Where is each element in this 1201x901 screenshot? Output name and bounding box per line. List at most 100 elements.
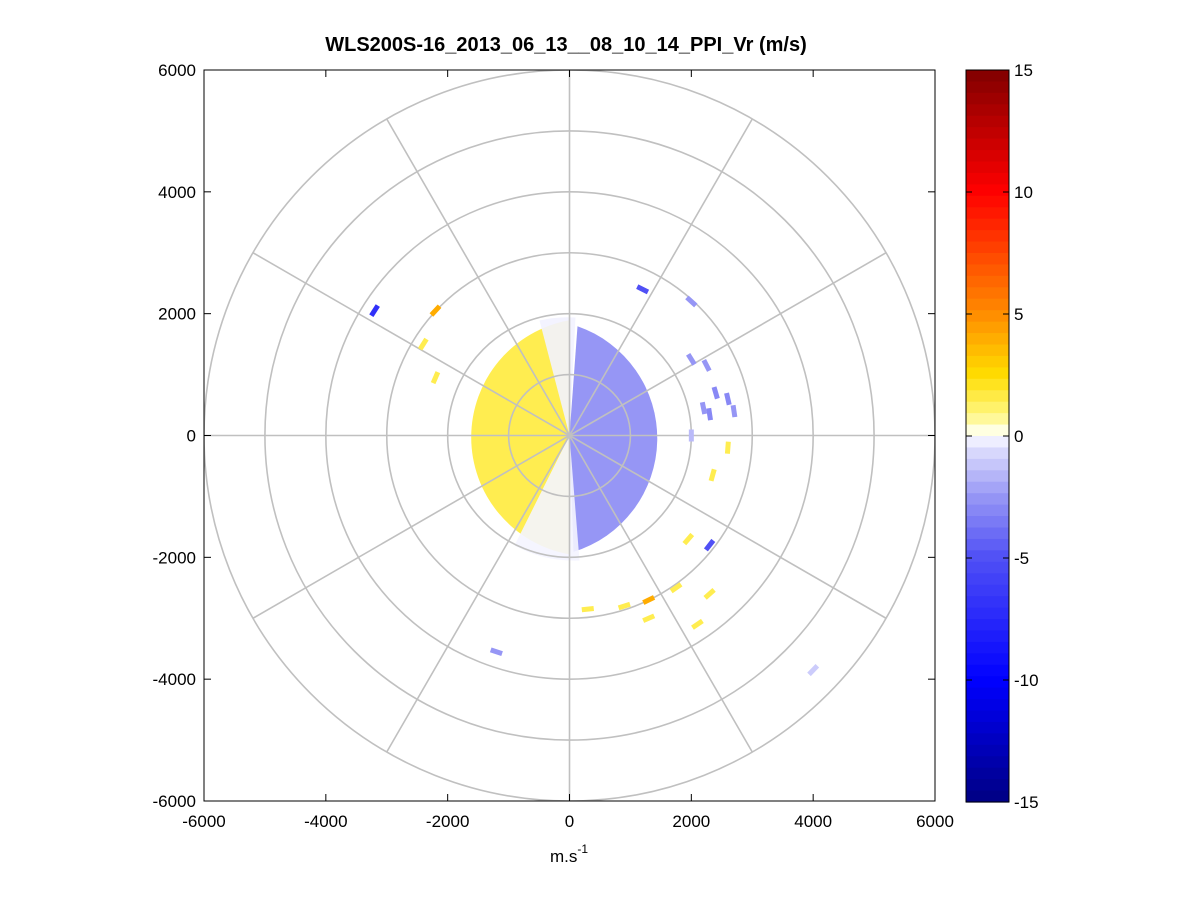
polar-grid-spoke: [252, 252, 570, 437]
y-tick-label: 4000: [158, 183, 196, 202]
colorbar-axis: 15 10 5 0 -5 -10 -15: [966, 61, 1039, 812]
colorbar-swatch: [966, 172, 1009, 185]
colorbar-swatch: [966, 195, 1009, 208]
colorbar-swatch: [966, 550, 1009, 563]
colorbar-swatch: [966, 481, 1009, 494]
polar-grid-spoke: [568, 118, 753, 436]
polar-grid: [204, 70, 935, 801]
polar-grid-spoke: [569, 434, 887, 619]
return-segment: [703, 588, 716, 600]
return-segment: [807, 663, 820, 677]
polar-grid-spoke: [386, 118, 571, 436]
colorbar-swatch: [966, 504, 1009, 517]
colorbar-swatch: [966, 561, 1009, 574]
colorbar-swatch: [966, 424, 1009, 437]
colorbar-swatch: [966, 298, 1009, 311]
colorbar-swatch: [966, 653, 1009, 666]
polar-grid-spoke: [386, 435, 571, 753]
return-segment: [686, 352, 697, 366]
return-segment: [642, 613, 656, 623]
x-tick-label: 0: [565, 812, 574, 831]
colorbar-tick-label: -5: [1014, 549, 1029, 568]
colorbar-swatch: [966, 184, 1009, 197]
colorbar-swatch: [966, 287, 1009, 300]
colorbar-swatch: [966, 664, 1009, 677]
colorbar-swatch: [966, 699, 1009, 712]
colorbar-swatch: [966, 70, 1009, 83]
colorbar-swatch: [966, 596, 1009, 609]
return-segment: [688, 429, 694, 442]
colorbar-swatch: [966, 790, 1009, 803]
colorbar-swatch: [966, 138, 1009, 151]
x-axis-label: m.s-1: [550, 842, 588, 866]
colorbar-swatch: [966, 687, 1009, 700]
colorbar-swatch: [966, 390, 1009, 403]
return-segment: [669, 582, 683, 594]
colorbar-swatch: [966, 493, 1009, 506]
return-segment: [636, 284, 650, 295]
x-axis: -6000 -4000 -2000 0 2000 4000 6000: [182, 70, 954, 831]
colorbar-swatch: [966, 275, 1009, 288]
return-segment: [417, 337, 429, 351]
colorbar-swatch: [966, 333, 1009, 346]
y-tick-label: 6000: [158, 61, 196, 80]
return-segment: [699, 401, 708, 415]
colorbar-swatch: [966, 378, 1009, 391]
colorbar-swatch: [966, 470, 1009, 483]
colorbar-swatch: [966, 641, 1009, 654]
return-segment: [429, 304, 442, 317]
colorbar-tick-label: 15: [1014, 61, 1033, 80]
return-segment: [489, 647, 503, 657]
colorbar-swatch: [966, 253, 1009, 266]
colorbar-swatch: [966, 218, 1009, 231]
x-tick-label: -4000: [304, 812, 347, 831]
colorbar-tick-label: -10: [1014, 671, 1039, 690]
colorbar-swatch: [966, 733, 1009, 746]
y-axis: 6000 4000 2000 0 -2000 -4000 -6000: [153, 61, 935, 811]
x-tick-label: -6000: [182, 812, 225, 831]
colorbar-swatch: [966, 458, 1009, 471]
polar-grid-spoke: [252, 434, 570, 619]
colorbar-swatch: [966, 607, 1009, 620]
colorbar-swatch: [966, 104, 1009, 117]
return-segment: [369, 304, 380, 318]
colorbar-swatch: [966, 538, 1009, 551]
colorbar-swatch: [966, 676, 1009, 689]
return-segment: [730, 404, 738, 418]
return-segment: [642, 595, 656, 605]
x-axis-label-base: m.s: [550, 847, 577, 866]
colorbar-swatch: [966, 436, 1009, 449]
colorbar-swatch: [966, 344, 1009, 357]
return-segment: [617, 601, 631, 611]
colorbar-swatch: [966, 779, 1009, 792]
y-tick-label: -2000: [153, 548, 196, 567]
colorbar-swatch: [966, 756, 1009, 769]
return-segment: [430, 371, 441, 385]
x-tick-label: 4000: [794, 812, 832, 831]
return-segment: [701, 358, 712, 372]
colorbar-swatch: [966, 619, 1009, 632]
colorbar-swatch: [966, 115, 1009, 128]
colorbar-swatch: [966, 447, 1009, 460]
x-tick-label: 6000: [916, 812, 954, 831]
return-segment: [724, 392, 732, 406]
colorbar-swatch: [966, 630, 1009, 643]
return-segment: [691, 618, 704, 630]
y-tick-label: -4000: [153, 670, 196, 689]
x-tick-label: -2000: [426, 812, 469, 831]
colorbar-swatch: [966, 573, 1009, 586]
colorbar-tick-label: -15: [1014, 793, 1039, 812]
velocity-scan: [471, 317, 658, 561]
return-segment: [708, 468, 717, 482]
colorbar-swatch: [966, 92, 1009, 105]
colorbar-swatch: [966, 527, 1009, 540]
return-segment: [581, 605, 595, 613]
x-tick-label: 2000: [672, 812, 710, 831]
colorbar-swatch: [966, 81, 1009, 94]
colorbar-swatch: [966, 710, 1009, 723]
colorbar-swatch: [966, 401, 1009, 414]
return-segment: [703, 538, 716, 552]
colorbar-tick-label: 0: [1014, 427, 1023, 446]
return-segment: [724, 441, 731, 454]
